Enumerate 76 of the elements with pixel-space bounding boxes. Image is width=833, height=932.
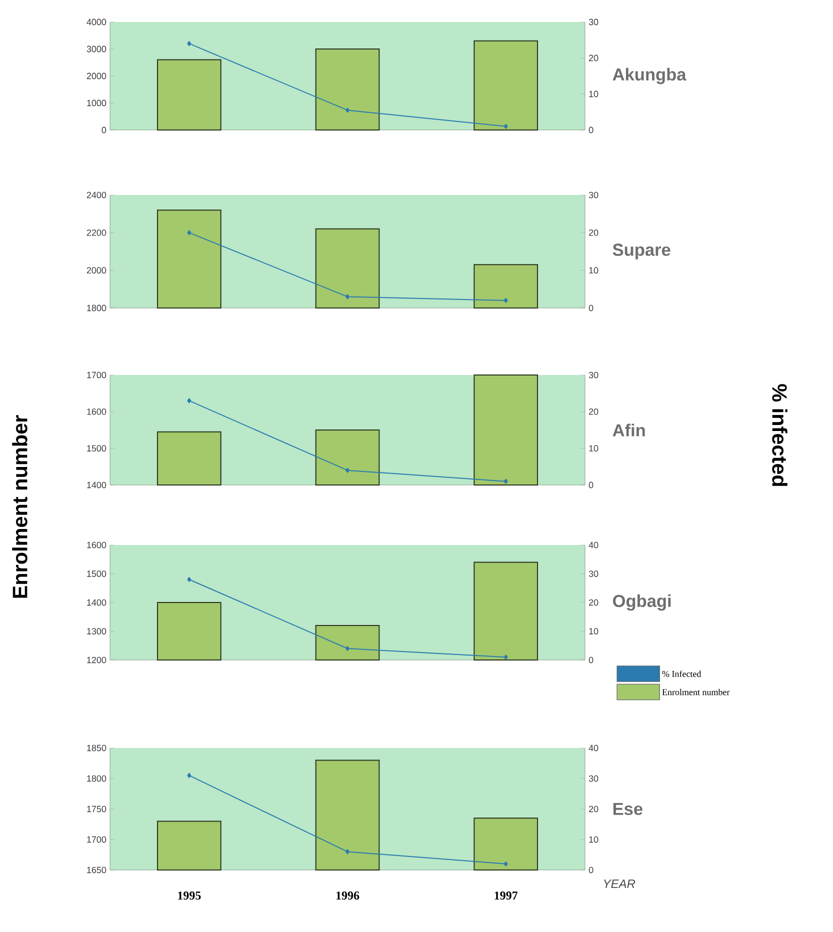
y2-tick-label: 0 (588, 482, 594, 488)
y2-tick-label: 0 (588, 656, 594, 664)
y-tick-label: 2200 (86, 229, 106, 236)
y-tick-label: 1650 (87, 866, 106, 874)
y2-tick-label: 10 (589, 628, 598, 634)
point (504, 298, 508, 303)
x-tick-label: 1997 (494, 892, 518, 900)
x-axis-title: YEAR (604, 880, 636, 888)
y-tick-label: 3000 (86, 46, 106, 52)
y-tick-label: 1200 (87, 656, 106, 664)
text: Afin (612, 424, 645, 436)
y-tick-label: 0 (102, 126, 106, 134)
y2-tick-label: 40 (588, 744, 598, 752)
x-tick-label: 1995 (178, 892, 201, 900)
point (187, 230, 192, 236)
legend-label: Enrolment number (662, 688, 730, 696)
y2-tick-label: 10 (589, 836, 598, 843)
y2-axis-title: % infected (772, 384, 788, 486)
point (187, 772, 192, 778)
point (504, 654, 508, 660)
y-tick-label: 2000 (86, 72, 106, 80)
y-tick-label: 1800 (87, 304, 106, 312)
y2-tick-label: 0 (588, 126, 594, 134)
y-tick-label: 1400 (87, 599, 106, 606)
y2-tick-label: 20 (588, 806, 598, 812)
y2-tick-label: 30 (588, 18, 598, 26)
text: Ogbagi (612, 594, 671, 611)
y2-tick-label: 30 (588, 372, 598, 378)
point (187, 398, 192, 404)
y-tick-label: 2000 (86, 267, 106, 274)
y-tick-label: 1300 (87, 628, 106, 634)
y2-tick-label: 30 (588, 570, 598, 577)
y-tick-label: 1600 (87, 542, 106, 548)
y-tick-label: 1800 (87, 775, 106, 782)
y2-tick-label: 40 (588, 542, 598, 548)
point (346, 468, 350, 473)
y-tick-label: 1600 (87, 408, 106, 415)
text: Akungba (612, 68, 686, 84)
text: Supare (612, 244, 670, 260)
point (504, 478, 508, 484)
y-tick-label: 2400 (86, 192, 106, 198)
y2-tick-label: 20 (588, 599, 598, 606)
bar (315, 48, 380, 130)
y-tick-label: 1000 (87, 100, 106, 106)
y-tick-label: 1700 (87, 836, 106, 843)
point (346, 294, 350, 300)
bar (157, 59, 222, 130)
y-tick-label: 4000 (86, 18, 106, 26)
point (346, 646, 350, 652)
point (346, 849, 350, 854)
y2-tick-label: 10 (589, 267, 598, 274)
point (346, 108, 350, 113)
y-tick-label: 1400 (87, 482, 106, 488)
point (504, 124, 508, 129)
y-axis-title: Enrolment number (12, 415, 28, 598)
bar (474, 40, 538, 130)
y2-tick-label: 30 (588, 775, 598, 782)
y-tick-label: 1500 (87, 570, 106, 577)
point (187, 577, 192, 582)
y-tick-label: 1750 (87, 806, 106, 812)
y2-tick-label: 0 (588, 866, 594, 874)
y2-tick-label: 20 (588, 408, 598, 415)
y2-tick-label: 10 (589, 445, 598, 452)
y-tick-label: 1850 (87, 744, 106, 752)
y2-tick-label: 10 (589, 90, 598, 98)
point (187, 41, 192, 46)
legend-label: % Infected (662, 670, 702, 678)
y2-tick-label: 0 (588, 304, 594, 312)
x-tick-label: 1996 (336, 892, 360, 900)
y2-tick-label: 20 (588, 229, 598, 236)
y2-tick-label: 30 (588, 192, 598, 198)
y2-tick-label: 20 (588, 54, 598, 62)
y-tick-label: 1700 (87, 372, 106, 378)
text: Ese (613, 802, 642, 816)
point (504, 861, 508, 866)
y-tick-label: 1500 (87, 445, 106, 452)
